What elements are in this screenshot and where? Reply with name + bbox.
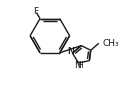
Text: N: N xyxy=(67,47,74,56)
Text: CH₃: CH₃ xyxy=(103,39,120,48)
Text: H: H xyxy=(78,61,83,70)
Text: F: F xyxy=(33,7,38,16)
Text: N: N xyxy=(74,61,81,70)
Text: N: N xyxy=(67,47,74,56)
